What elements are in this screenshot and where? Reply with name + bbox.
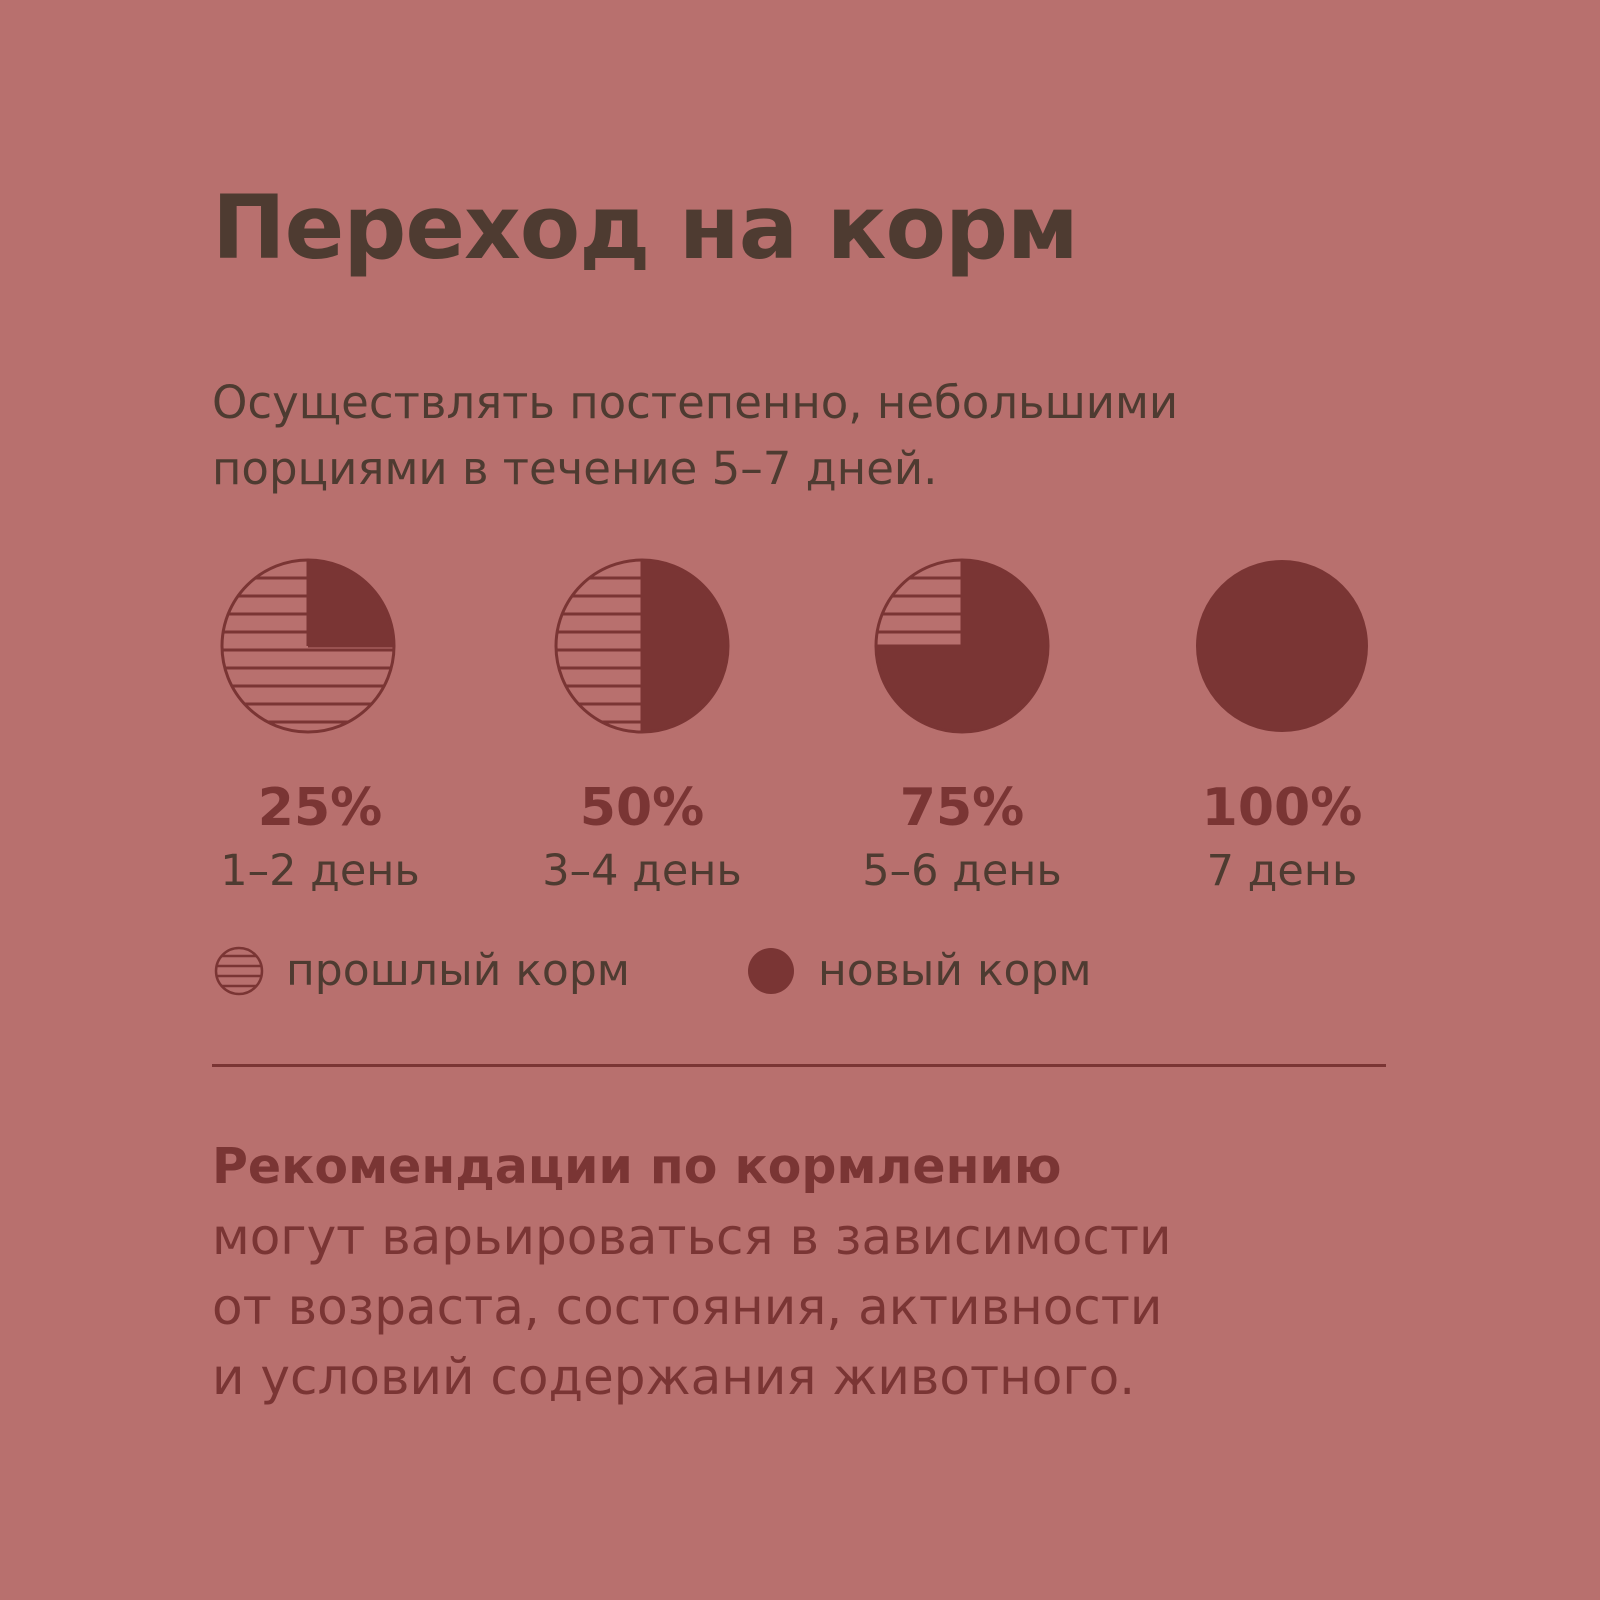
pie-stage-4 xyxy=(1196,560,1368,732)
recommendation-line: и условий содержания животного. xyxy=(212,1348,1136,1406)
stage-days: 3–4 день xyxy=(542,846,742,896)
stage-4-label: 100% 7 день xyxy=(1132,780,1432,900)
striped-circle-icon xyxy=(214,946,264,995)
pie-slice-new-food xyxy=(308,560,394,646)
stage-3-label: 75% 5–6 день xyxy=(812,780,1112,900)
feeding-recommendation: Рекомендации по кормлению могут варьиров… xyxy=(212,1132,1412,1412)
stage-percent: 50% xyxy=(579,778,705,838)
recommendation-line: могут варьироваться в зависимости xyxy=(212,1208,1172,1266)
legend-item-old: прошлый корм xyxy=(214,945,630,996)
intro-text: Осуществлять постепенно, небольшими порц… xyxy=(212,370,1362,502)
stage-percent: 25% xyxy=(257,778,383,838)
stage-days: 7 день xyxy=(1206,846,1358,896)
intro-line: порциями в течение 5–7 дней. xyxy=(212,442,938,495)
page-title: Переход на корм xyxy=(212,176,1079,279)
stage-1-label: 25% 1–2 день xyxy=(170,780,470,900)
intro-line: Осуществлять постепенно, небольшими xyxy=(212,376,1179,429)
pie-slice-new-food xyxy=(642,560,728,732)
divider xyxy=(212,1064,1386,1067)
pie-stage-1 xyxy=(220,558,396,734)
pie-stage-2 xyxy=(554,558,730,734)
legend-item-new: новый корм xyxy=(746,945,1092,996)
pie-slice-new-food xyxy=(1196,560,1368,732)
recommendation-line: от возраста, состояния, активности xyxy=(212,1278,1163,1336)
stage-percent: 100% xyxy=(1201,778,1363,838)
legend-label-new: новый корм xyxy=(818,945,1092,996)
pie-slice-old-food xyxy=(222,576,394,724)
stage-percent: 75% xyxy=(899,778,1025,838)
stage-2-label: 50% 3–4 день xyxy=(492,780,792,900)
recommendation-title: Рекомендации по кормлению xyxy=(212,1138,1062,1195)
pie-stage-3 xyxy=(874,558,1050,734)
stage-days: 1–2 день xyxy=(220,846,420,896)
stage-days: 5–6 день xyxy=(862,846,1062,896)
solid-circle-icon xyxy=(748,947,794,994)
legend-label-old: прошлый корм xyxy=(286,945,630,996)
